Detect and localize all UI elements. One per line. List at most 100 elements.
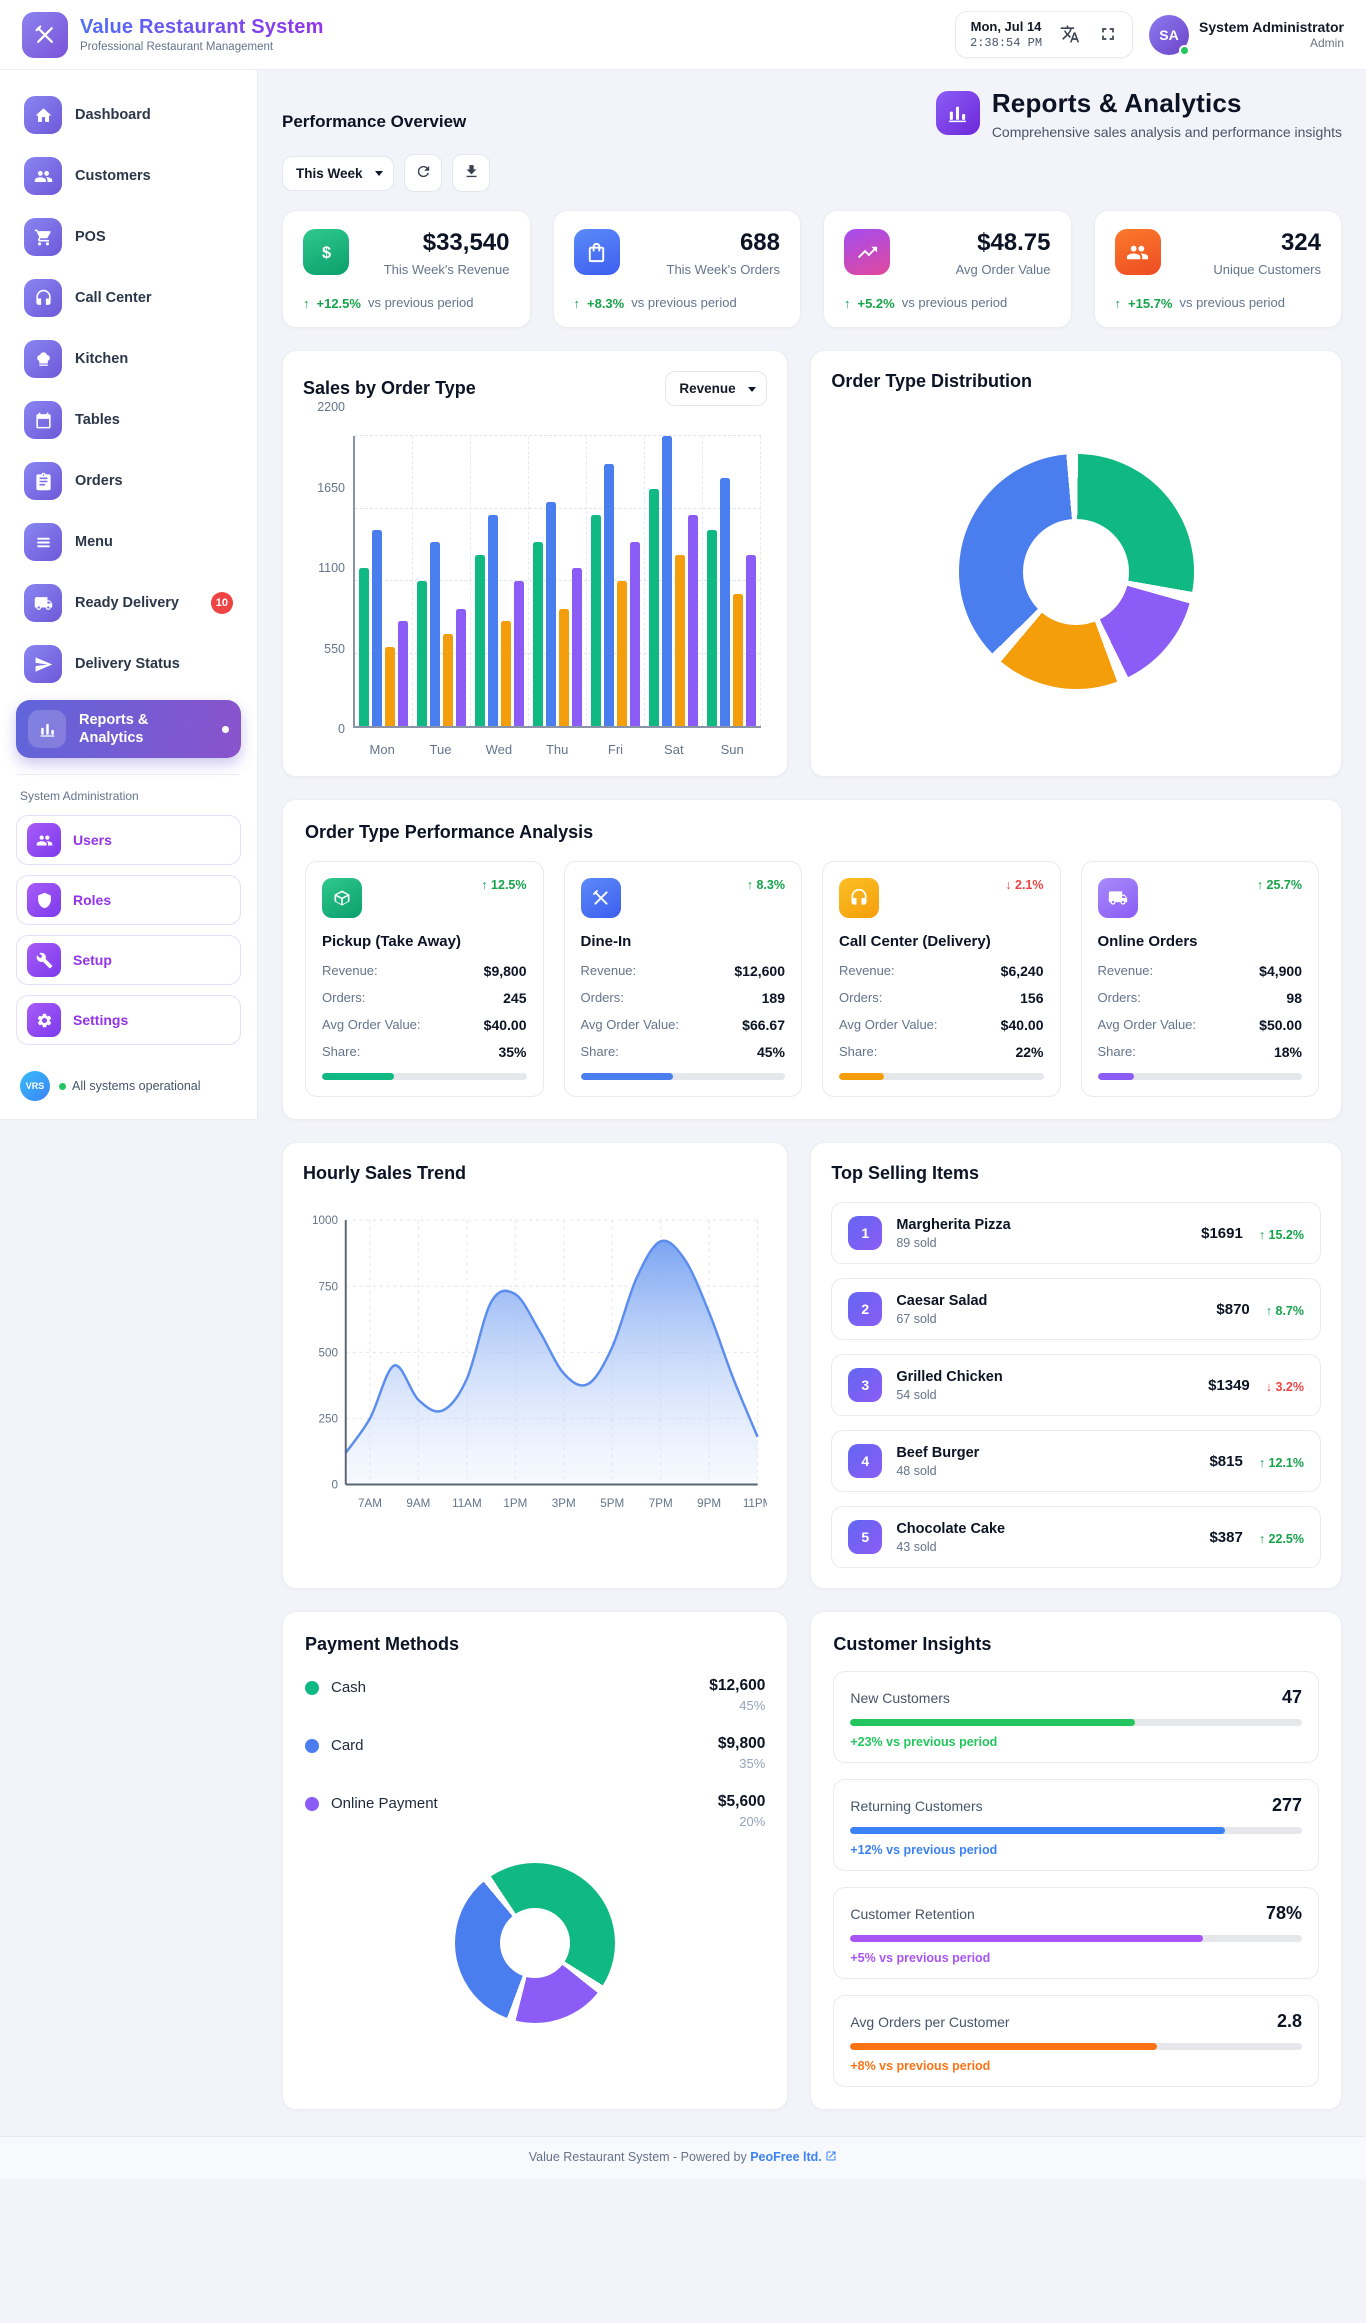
payment-row-card: Card $9,800 35% [305,1735,765,1771]
sidebar-item-reports-analytics[interactable]: Reports & Analytics [16,700,241,758]
perf-change: ↑ 8.3% [746,878,785,893]
share-progress-track [1097,1073,1302,1081]
bar-chart-icon [28,710,66,748]
perf-metric-value: $6,240 [1000,962,1044,979]
svg-text:9PM: 9PM [697,1496,721,1510]
stat-value: $48.75 [977,229,1051,256]
payment-title: Payment Methods [305,1634,460,1655]
bar-gridline [355,652,762,654]
sidebar-item-delivery-status[interactable]: Delivery Status [16,639,241,689]
sidebar-item-label: Kitchen [75,351,129,367]
customers-icon [24,157,62,195]
perf-name: Online Orders [1097,933,1198,951]
stat-change: +5.2% [857,295,895,311]
payment-amount: $12,600 [709,1677,766,1695]
paper-plane-icon [24,645,62,683]
refresh-button[interactable] [404,154,442,192]
bar-plot [353,435,762,729]
sidebar-item-tables[interactable]: Tables [16,395,241,445]
perf-metric-row: Avg Order Value: $50.00 [1098,1011,1303,1038]
page-footer: Value Restaurant System - Powered by Peo… [0,2136,1366,2180]
period-select[interactable]: This Week [282,155,394,191]
page-title: Reports & Analytics [991,88,1242,118]
sidebar-item-customers[interactable]: Customers [16,151,241,201]
sidebar-item-menu[interactable]: Menu [16,517,241,567]
perf-metric-value: 98 [1286,989,1302,1006]
rank-badge: 5 [848,1520,883,1555]
perf-metric-value: $4,900 [1259,962,1302,979]
perf-metric-value: $12,600 [734,962,785,979]
bar-group-sat [645,436,704,727]
perf-metric-row: Share: 45% [581,1038,786,1065]
item-change: ↑ 15.2% [1258,1227,1304,1242]
sidebar-item-label: Ready Delivery [75,595,179,611]
rank-badge: 4 [848,1444,883,1479]
payment-row-cash: Cash $12,600 45% [305,1677,765,1713]
perf-change: ↓ 2.1% [1005,878,1044,893]
stat-note: vs previous period [367,295,474,310]
svg-text:5PM: 5PM [600,1496,624,1510]
page-subtitle: Comprehensive sales analysis and perform… [991,124,1342,140]
bar-x-label: Mon [369,742,395,758]
sidebar-item-setup[interactable]: Setup [16,935,241,985]
system-status: VRS All systems operational [16,1071,241,1101]
sidebar-item-roles[interactable]: Roles [16,875,241,925]
top-selling-title: Top Selling Items [831,1163,980,1184]
bar-dine-in [546,502,557,727]
bar-pickup [359,568,370,727]
download-button[interactable] [452,154,490,192]
payment-amount: $9,800 [717,1735,766,1753]
perf-metric-value: $66.67 [742,1016,785,1033]
bar-pickup [475,554,486,727]
sidebar-item-call-center[interactable]: Call Center [16,273,241,323]
translate-icon[interactable] [1058,24,1080,46]
bar-chart: Mon Tue Wed Thu Fri Sat Sun 0 550 1100 1650 2200 [317,400,762,758]
legend-dot [305,1797,319,1812]
bar-group-fri [587,436,646,727]
bar-y-tick: 0 [338,722,345,737]
sidebar-item-label: Dashboard [75,107,151,123]
insight-progress-track [850,1719,1302,1727]
svg-text:750: 750 [319,1279,339,1293]
sidebar-item-ready-delivery[interactable]: Ready Delivery 10 [16,578,241,628]
sidebar-item-label: Reports & Analytics [79,711,149,746]
user-menu[interactable]: SA System Administrator Admin [1149,14,1344,56]
item-amount: $870 [1216,1300,1250,1318]
insight-returning-customers: Returning Customers 277 +12% vs previous p… [833,1779,1319,1872]
app-title: Value Restaurant System [80,16,324,38]
truck-icon [24,584,62,622]
sidebar-item-kitchen[interactable]: Kitchen [16,334,241,384]
fullscreen-icon[interactable] [1096,24,1118,46]
sidebar-item-pos[interactable]: POS [16,212,241,262]
bar-x-label: Wed [485,742,513,758]
item-sold-count: 54 sold [896,1387,937,1402]
legend-dot [305,1739,319,1754]
item-change: ↓ 3.2% [1265,1379,1304,1394]
sidebar-item-settings[interactable]: Settings [16,995,241,1045]
section-title: Performance Overview [282,112,467,131]
sidebar-item-dashboard[interactable]: Dashboard [16,90,241,140]
headset-icon [24,279,62,317]
bar-x-labels: Mon Tue Wed Thu Fri Sat Sun [353,734,761,758]
footer-link[interactable]: PeoFree ltd. [750,2150,822,2165]
perf-metric-row: Share: 22% [839,1038,1044,1065]
bar-y-tick: 2200 [317,400,345,415]
stat-value: $33,540 [422,229,510,256]
share-progress-fill [580,1073,673,1081]
bar-online [514,581,525,727]
clock-time: 2:38:54 PM [970,36,1043,50]
bar-x-label: Sun [720,742,744,758]
perf-metric-label: Share: [580,1044,619,1060]
truck-icon [1097,878,1138,919]
bar-x-label: Tue [429,742,452,758]
shopping-bag-icon [573,229,620,275]
item-name: Margherita Pizza [896,1216,1011,1233]
user-name: System Administrator [1199,19,1344,35]
metric-select[interactable]: Revenue [665,371,768,407]
perf-metric-row: Avg Order Value: $66.67 [581,1011,786,1038]
hourly-sales-card: Hourly Sales Trend 0 250 500 750 1000 7AM 9AM 1… [282,1142,789,1590]
sidebar-item-users[interactable]: Users [16,815,241,865]
stat-card-unique-customers: 324 Unique Customers ↑ +15.7% vs previous pe… [1093,210,1342,329]
sidebar-item-orders[interactable]: Orders [16,456,241,506]
stat-label: This Week's Revenue [383,262,510,277]
